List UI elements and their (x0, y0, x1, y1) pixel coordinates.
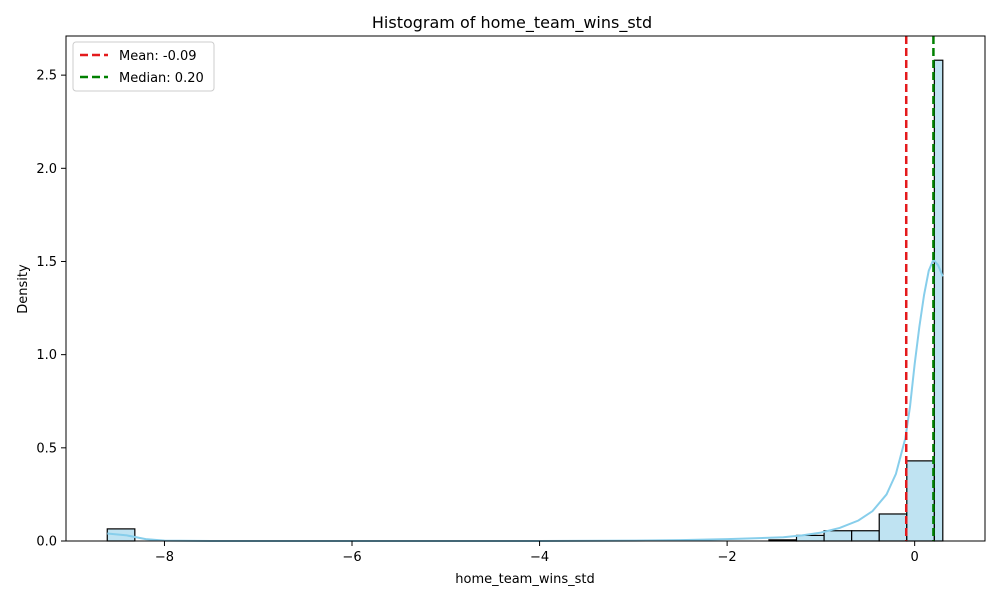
x-axis: −8 −6 −4 −2 0 (155, 541, 919, 565)
chart-title: Histogram of home_team_wins_std (372, 13, 652, 33)
axes-frame (65, 35, 986, 542)
legend-box (72, 41, 215, 92)
histogram-bar (933, 59, 944, 542)
legend: Mean: -0.09 Median: 0.20 (72, 41, 215, 92)
kde-curve (107, 257, 944, 542)
y-axis: 0.0 0.5 1.0 1.5 2.0 2.5 (36, 69, 66, 550)
y-tick-label: 2.0 (36, 162, 57, 177)
histogram-bar (878, 513, 908, 542)
histogram-bar (851, 530, 880, 542)
x-axis-title: home_team_wins_std (455, 572, 594, 587)
y-tick-label: 0.5 (36, 441, 57, 456)
x-tick-label: −8 (155, 550, 174, 565)
y-tick-label: 2.5 (36, 69, 57, 84)
histogram-bar (823, 530, 853, 542)
y-tick-label: 1.0 (36, 348, 57, 363)
y-tick-label: 0.0 (36, 535, 57, 550)
histogram-bar (906, 460, 935, 542)
plot-area (106, 36, 944, 542)
x-tick-label: −2 (718, 550, 737, 565)
y-tick-label: 1.5 (36, 255, 57, 270)
y-axis-title: Density (16, 264, 31, 314)
x-tick-label: 0 (911, 550, 919, 565)
legend-label: Mean: -0.09 (119, 49, 197, 64)
legend-label: Median: 0.20 (119, 71, 204, 86)
x-tick-label: −4 (530, 550, 549, 565)
x-tick-label: −6 (342, 550, 361, 565)
